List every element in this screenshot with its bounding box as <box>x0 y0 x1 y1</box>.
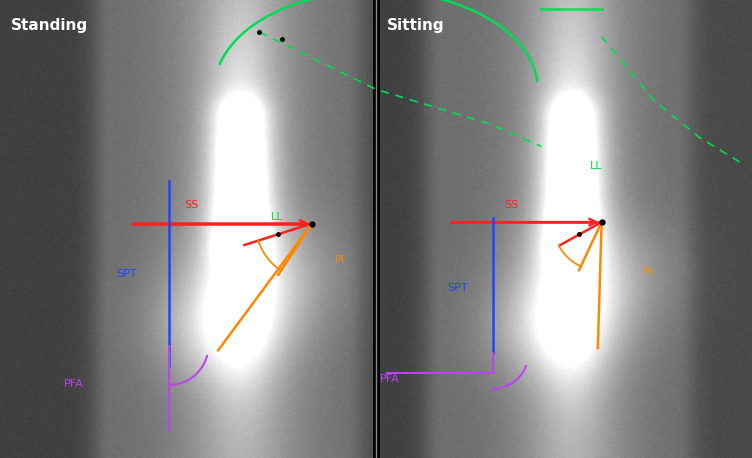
Text: SS: SS <box>184 201 199 210</box>
Text: PI: PI <box>643 267 653 277</box>
Text: PFA: PFA <box>380 375 399 384</box>
Text: Standing: Standing <box>11 18 89 33</box>
Text: SS: SS <box>504 201 518 210</box>
Text: PI: PI <box>335 256 344 265</box>
Text: Sitting: Sitting <box>387 18 445 33</box>
Text: SPT: SPT <box>447 283 468 293</box>
Text: SPT: SPT <box>117 269 137 279</box>
Text: LL: LL <box>271 212 284 222</box>
Text: PFA: PFA <box>64 379 83 389</box>
Text: LL: LL <box>590 162 603 171</box>
